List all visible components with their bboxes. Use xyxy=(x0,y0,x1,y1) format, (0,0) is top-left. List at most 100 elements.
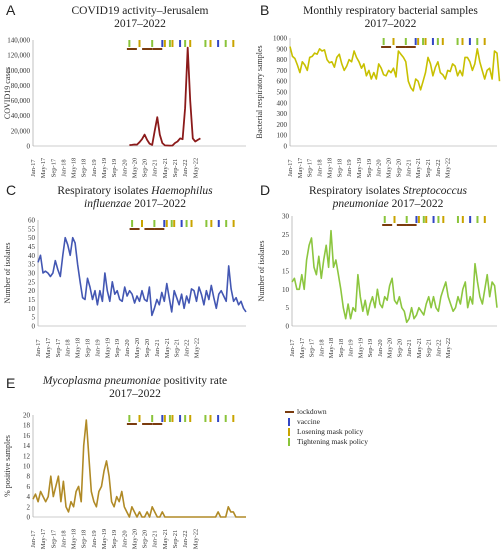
chart-c-x-tick-label: Jan-21 xyxy=(154,339,161,356)
chart-d-x-tick-label: Jan-17 xyxy=(289,339,296,357)
chart-a-x-tick-label: May-19 xyxy=(101,158,108,179)
chart-d-y-tick-label: 25 xyxy=(282,231,290,239)
chart-a-x-tick-label: Sep-17 xyxy=(50,158,57,177)
chart-e-x-tick-label: Sep-20 xyxy=(142,530,149,548)
chart-b-x-tick-label: May-21 xyxy=(415,158,422,179)
chart-c-y-axis-label: Number of isolates xyxy=(3,243,12,304)
panel-d-title-italic2: pneumoniae xyxy=(332,198,389,210)
chart-c-y-tick-label: 20 xyxy=(28,287,36,295)
chart-d-x-tick-label: Jan-18 xyxy=(318,339,325,356)
chart-a-x-tick-label: Jan-21 xyxy=(152,159,159,176)
panel-b-title-line2: 2017–2022 xyxy=(364,18,417,30)
chart-a-x-tick-label: May-18 xyxy=(71,158,78,179)
chart-e-y-tick-label: 8 xyxy=(27,473,31,481)
chart-d-x-tick-label: Jan-22 xyxy=(435,339,442,356)
chart-d-x-tick-label: May-20 xyxy=(387,338,394,359)
chart-c-x-tick-label: Jan-22 xyxy=(184,339,191,356)
chart-a-x-tick-label: May-17 xyxy=(40,157,47,178)
chart-b-x-tick-label: Sep-19 xyxy=(366,159,373,177)
legend-label-tightening: Tightening mask policy xyxy=(297,437,368,446)
chart-b-y-tick-label: 100 xyxy=(277,132,288,140)
chart-b-x-tick-label: Jan-22 xyxy=(435,159,442,176)
legend-swatch-losening xyxy=(288,428,290,436)
panel-c-title-line1: Respiratory isolates xyxy=(57,185,152,197)
chart-d-x-tick-label: Sep-17 xyxy=(309,338,316,357)
chart-e-x-tick-label: Sep-19 xyxy=(111,530,118,548)
chart-d-y-tick-label: 5 xyxy=(286,304,290,312)
chart-a-x-tick-label: Sep-19 xyxy=(111,159,118,177)
panel-b-title: Monthly respiratory bacterial samples 20… xyxy=(280,5,501,31)
chart-e: 0 2 4 6 8 10 12 14 16 18 20 % positive samples Jan-1… xyxy=(3,412,246,550)
panel-letter-b: B xyxy=(260,2,270,18)
chart-a-y-tick-label: 140,000 xyxy=(7,37,30,45)
chart-c-x-tick-label: Jan-17 xyxy=(35,339,42,357)
chart-a-series-line xyxy=(129,46,201,147)
legend-label-vaccine: vaccine xyxy=(297,417,320,426)
chart-b-x-tick-label: May-20 xyxy=(386,158,393,179)
chart-e-series-line xyxy=(32,419,246,518)
panel-a-title-line1: COVID19 activity–Jerusalem xyxy=(71,5,209,17)
chart-d-x-tick-label: Jan-19 xyxy=(348,339,355,356)
chart-a-y-tick-label: 40,000 xyxy=(11,112,31,120)
chart-c-x-tick-label: Jan-19 xyxy=(94,339,101,356)
chart-e-y-tick-label: 0 xyxy=(27,514,31,522)
chart-c-y-tick-label: 35 xyxy=(28,261,36,269)
chart-b-x-tick-label: May-18 xyxy=(326,158,333,179)
chart-e-x-tick-label: May-18 xyxy=(71,529,78,550)
chart-e-x-tick-label: Jan-22 xyxy=(182,530,189,547)
chart-b-y-axis-label: Bacterial respiratory samples xyxy=(255,45,264,138)
chart-e-x-tick-label: Sep-18 xyxy=(81,530,88,548)
chart-c-x-tick-label: Sep-17 xyxy=(55,338,62,357)
chart-c-x-tick-label: Sep-21 xyxy=(174,339,181,357)
chart-d-x-tick-label: May-22 xyxy=(445,338,452,359)
chart-a-x-tick-label: May-21 xyxy=(162,158,169,179)
panel-d-title-line1: Respiratory isolates xyxy=(309,185,403,197)
chart-b-y-tick-label: 300 xyxy=(277,110,288,118)
chart-c-y-tick-label: 5 xyxy=(32,314,36,322)
chart-d-x-tick-label: May-21 xyxy=(416,338,423,359)
chart-d-x-tick-label: Sep-20 xyxy=(396,339,403,357)
chart-e-x-tick-label: May-19 xyxy=(101,529,108,550)
chart-a-x-tick-label: Jan-19 xyxy=(91,159,98,176)
panel-e-title: Mycoplasma pneumoniae positivity rate 20… xyxy=(20,375,250,401)
chart-b-y-tick-label: 800 xyxy=(277,56,288,64)
chart-a-y-tick-label: 120,000 xyxy=(7,52,30,60)
chart-c-x-tick-label: May-22 xyxy=(193,338,200,359)
chart-d-y-tick-label: 15 xyxy=(282,268,290,276)
chart-e-y-tick-label: 14 xyxy=(23,442,31,450)
chart-c-y-tick-label: 60 xyxy=(28,217,36,225)
chart-c-x-tick-label: May-18 xyxy=(75,338,82,359)
chart-d-x-tick-label: Jan-21 xyxy=(406,339,413,356)
chart-a-x-tick-label: Sep-20 xyxy=(142,159,149,177)
panel-a-title-line2: 2017–2022 xyxy=(114,18,166,30)
chart-b-y-tick-label: 600 xyxy=(277,78,288,86)
chart-e-y-tick-label: 2 xyxy=(27,503,31,511)
chart-b-y-tick-label: 700 xyxy=(277,67,288,75)
chart-e-x-tick-label: Jan-19 xyxy=(91,530,98,547)
chart-c-x-tick-label: May-20 xyxy=(134,338,141,359)
chart-c-y-tick-label: 45 xyxy=(28,243,36,251)
panel-a: A COVID19 activity–Jerusalem 2017–2022 0… xyxy=(0,0,250,180)
chart-a-x-tick-label: Sep-21 xyxy=(172,159,179,177)
chart-d-x-tick-label: Jan-20 xyxy=(377,339,384,356)
chart-b-x-tick-label: Jan-19 xyxy=(346,159,353,176)
chart-a-x-tick-label: Jan-20 xyxy=(121,159,128,176)
chart-c-y-tick-label: 30 xyxy=(28,270,36,278)
chart-d-x-tick-label: Sep-19 xyxy=(367,339,374,357)
chart-e-x-tick-label: Jan-17 xyxy=(30,530,37,548)
panel-c-title-italic2: influenzae xyxy=(84,198,132,210)
chart-a-y-tick-label: 60,000 xyxy=(11,97,31,105)
panel-letter-d: D xyxy=(260,182,271,198)
chart-e-x-tick-label: May-21 xyxy=(162,529,169,550)
chart-b-x-tick-label: Sep-18 xyxy=(336,159,343,177)
chart-b-y-tick-label: 500 xyxy=(277,89,288,97)
chart-e-y-tick-label: 18 xyxy=(23,422,31,430)
chart-c-y-tick-label: 0 xyxy=(32,323,36,331)
chart-c-y-tick-label: 25 xyxy=(28,278,36,286)
chart-b-x-tick-label: Sep-20 xyxy=(395,159,402,177)
panel-letter-a: A xyxy=(6,2,16,18)
chart-a-x-tick-label: Jan-18 xyxy=(60,159,67,176)
chart-c-y-tick-label: 40 xyxy=(28,252,36,260)
chart-e-x-tick-label: May-20 xyxy=(131,529,138,550)
